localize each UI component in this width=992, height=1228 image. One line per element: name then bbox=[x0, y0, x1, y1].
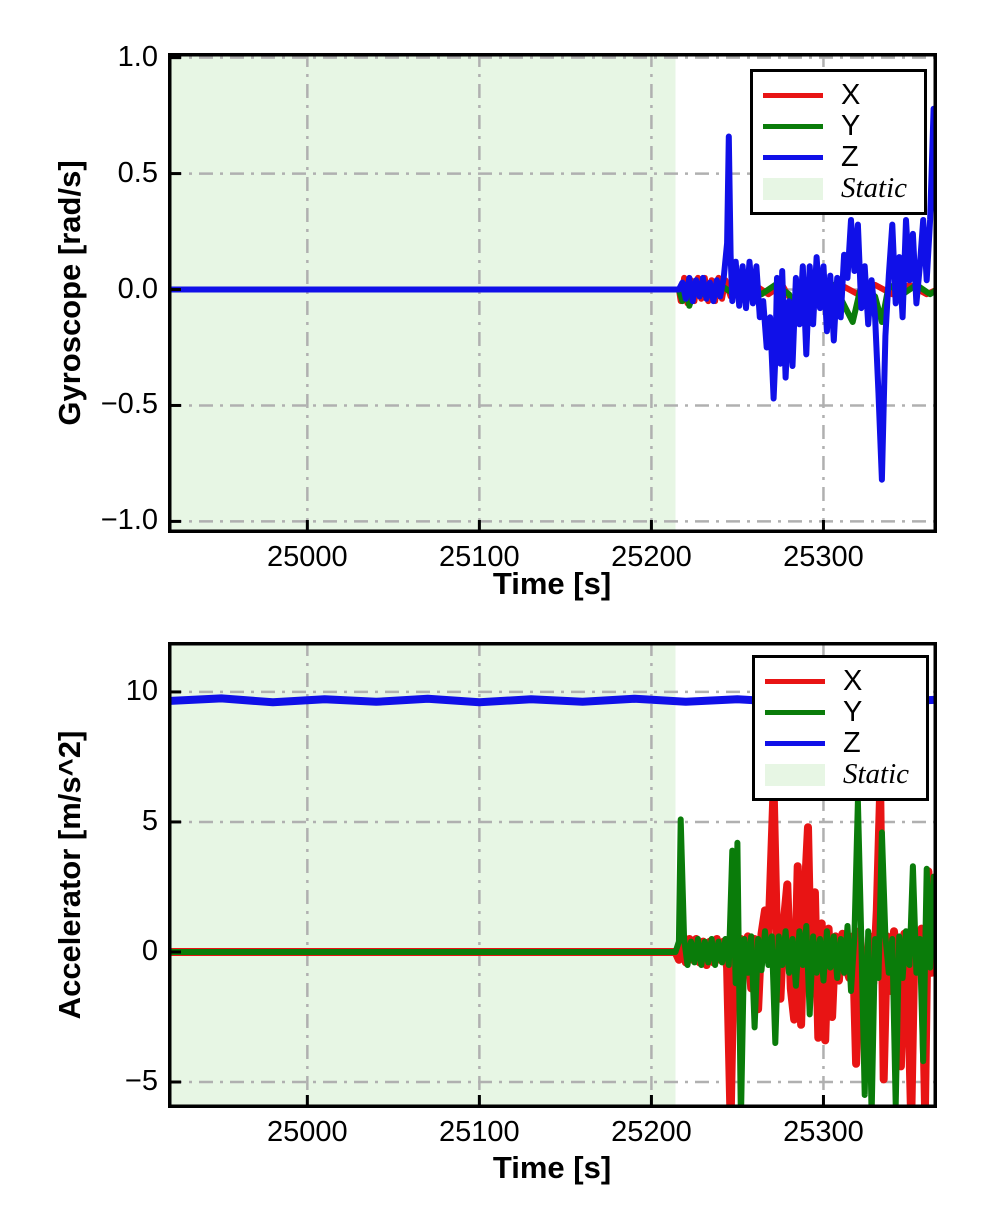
legend-line-swatch bbox=[763, 92, 823, 98]
legend-label: X bbox=[841, 78, 861, 111]
accelerator-legend: X Y Z Static bbox=[752, 655, 929, 801]
legend-patch-swatch bbox=[763, 177, 823, 200]
static-region bbox=[168, 53, 676, 533]
y-tick-label: 0.5 bbox=[117, 156, 158, 189]
y-tick-label: 10 bbox=[125, 674, 158, 707]
x-tick-label: 25000 bbox=[267, 541, 348, 573]
x-tick-label: 25200 bbox=[611, 541, 692, 573]
legend-entry-x: X bbox=[763, 80, 914, 110]
legend-label: Z bbox=[843, 727, 861, 760]
legend-entry-z: Z bbox=[763, 143, 914, 173]
x-tick-label: 25100 bbox=[439, 1116, 520, 1148]
legend-patch-swatch bbox=[765, 763, 825, 786]
gyroscope-x-axis-label: Time [s] bbox=[492, 566, 612, 601]
y-tick-label: −0.5 bbox=[100, 388, 158, 421]
y-tick-label: −5 bbox=[124, 1064, 158, 1097]
legend-label: Static bbox=[843, 758, 910, 791]
y-tick-label: 0 bbox=[141, 934, 158, 967]
legend-label: Z bbox=[841, 141, 859, 174]
legend-entry-x: X bbox=[765, 666, 916, 696]
axes-frame bbox=[168, 642, 937, 1108]
series-y-line bbox=[168, 798, 937, 1108]
legend-label: X bbox=[843, 664, 863, 697]
x-tick-label: 25000 bbox=[267, 1116, 348, 1148]
x-tick-label: 25300 bbox=[783, 1116, 864, 1148]
y-tick-label: −1.0 bbox=[100, 504, 158, 537]
accelerator-chart bbox=[168, 642, 937, 1108]
series-z-line bbox=[168, 105, 937, 483]
gyroscope-legend: X Y Z Static bbox=[750, 69, 927, 215]
legend-entry-z: Z bbox=[765, 729, 916, 759]
legend-line-swatch bbox=[763, 123, 823, 129]
legend-label: Static bbox=[841, 172, 908, 205]
accelerator-y-axis-label: Accelerator [m/s^2] bbox=[52, 730, 87, 1020]
legend-line-swatch bbox=[765, 741, 825, 747]
x-tick-label: 25300 bbox=[783, 541, 864, 573]
legend-entry-static: Static bbox=[763, 174, 914, 204]
static-region bbox=[168, 642, 676, 1108]
legend-entry-static: Static bbox=[765, 760, 916, 790]
gyroscope-chart bbox=[168, 53, 937, 533]
x-tick-label: 25100 bbox=[439, 541, 520, 573]
legend-line-swatch bbox=[765, 678, 825, 684]
y-tick-label: 0.0 bbox=[117, 272, 158, 305]
y-tick-label: 1.0 bbox=[117, 40, 158, 73]
legend-entry-y: Y bbox=[763, 111, 914, 141]
accelerator-x-axis-label: Time [s] bbox=[492, 1150, 612, 1185]
legend-entry-y: Y bbox=[765, 697, 916, 727]
legend-line-swatch bbox=[765, 709, 825, 715]
y-tick-label: 5 bbox=[141, 804, 158, 837]
x-tick-label: 25200 bbox=[611, 1116, 692, 1148]
legend-label: Y bbox=[841, 109, 861, 142]
legend-line-swatch bbox=[763, 155, 823, 161]
legend-label: Y bbox=[843, 695, 863, 728]
axes-frame bbox=[168, 53, 937, 533]
